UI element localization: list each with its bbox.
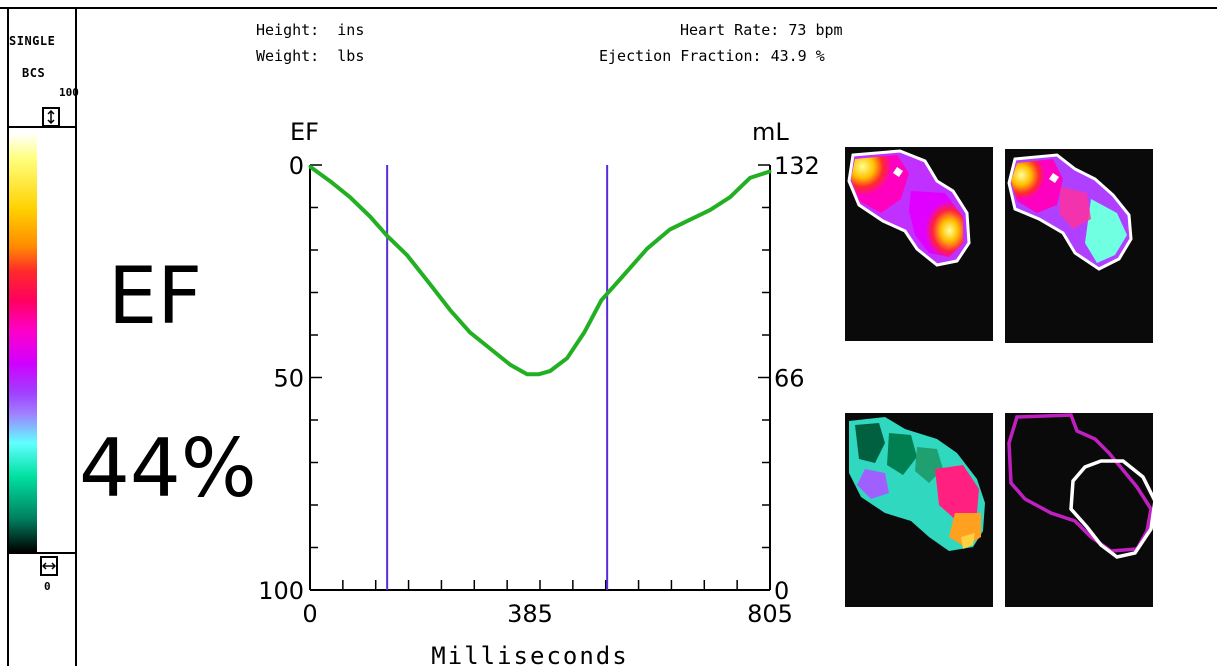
color-scale-bar[interactable] [9,133,37,552]
x-tick-label: 385 [507,600,553,628]
horizontal-resize-icon[interactable] [40,556,58,576]
volume-curve-point [582,330,586,334]
x-tick-label: 0 [302,600,317,628]
right-tick-label: 66 [774,365,805,393]
end-systole-image[interactable] [1005,149,1153,343]
x-tick-label: 805 [747,600,793,628]
sidebar-border [75,7,77,666]
volume-curve-point [348,195,352,199]
volume-curve-point [328,179,332,183]
x-axis-title: Milliseconds [431,642,628,666]
phase-image[interactable] [845,413,993,607]
ejection-fraction-readout: Ejection Fraction: 43.9 % [599,47,825,65]
ef-summary-label: EF [108,252,203,342]
volume-curve-point [308,165,312,169]
volume-curve-point [368,215,372,219]
frame-top-border [0,7,1217,9]
volume-curve-point [708,208,712,212]
volume-curve-point [622,272,626,276]
left-axis-title: EF [290,118,319,146]
frame-left-border [7,7,9,666]
mode-label[interactable]: SINGLE [9,34,56,48]
volume-curve-point [768,169,772,173]
volume-curve-point [645,247,649,251]
end-diastole-image[interactable] [845,147,993,341]
volume-curve-point [508,363,512,367]
height-readout: Height: ins [256,21,365,39]
left-tick-label: 50 [273,365,304,393]
colorbar-max-label: 100 [59,86,79,99]
right-tick-label: 132 [774,152,820,180]
volume-curve-point [668,227,672,231]
volume-curve-point [565,356,569,360]
volume-curve-point [488,347,492,351]
volume-curve-point [385,234,389,238]
colormap-label[interactable]: BCS [22,66,46,80]
volume-curve-point [468,330,472,334]
ef-summary-value: 44% [79,422,257,515]
left-tick-label: 0 [289,152,304,180]
right-axis-title: mL [752,118,789,146]
volume-curve-point [525,372,529,376]
volume-curve-point [405,253,409,257]
volume-curve-line [308,164,771,377]
right-tick-label: 0 [774,577,789,605]
roi-outline-image[interactable] [1005,413,1153,607]
volume-curve-point [537,372,541,376]
left-tick-label: 100 [258,577,304,605]
heart-rate-readout: Heart Rate: 73 bpm [680,21,843,39]
volume-curve-point [599,298,603,302]
volume-curve-point [428,282,432,286]
colorbar-min-label: 0 [44,580,51,593]
weight-readout: Weight: lbs [256,47,365,65]
volume-curve-point [448,308,452,312]
volume-curve-point [548,369,552,373]
volume-curve-point [688,218,692,222]
volume-curve-point [748,176,752,180]
volume-curve-point [728,195,732,199]
colorbar-frame [9,126,75,554]
